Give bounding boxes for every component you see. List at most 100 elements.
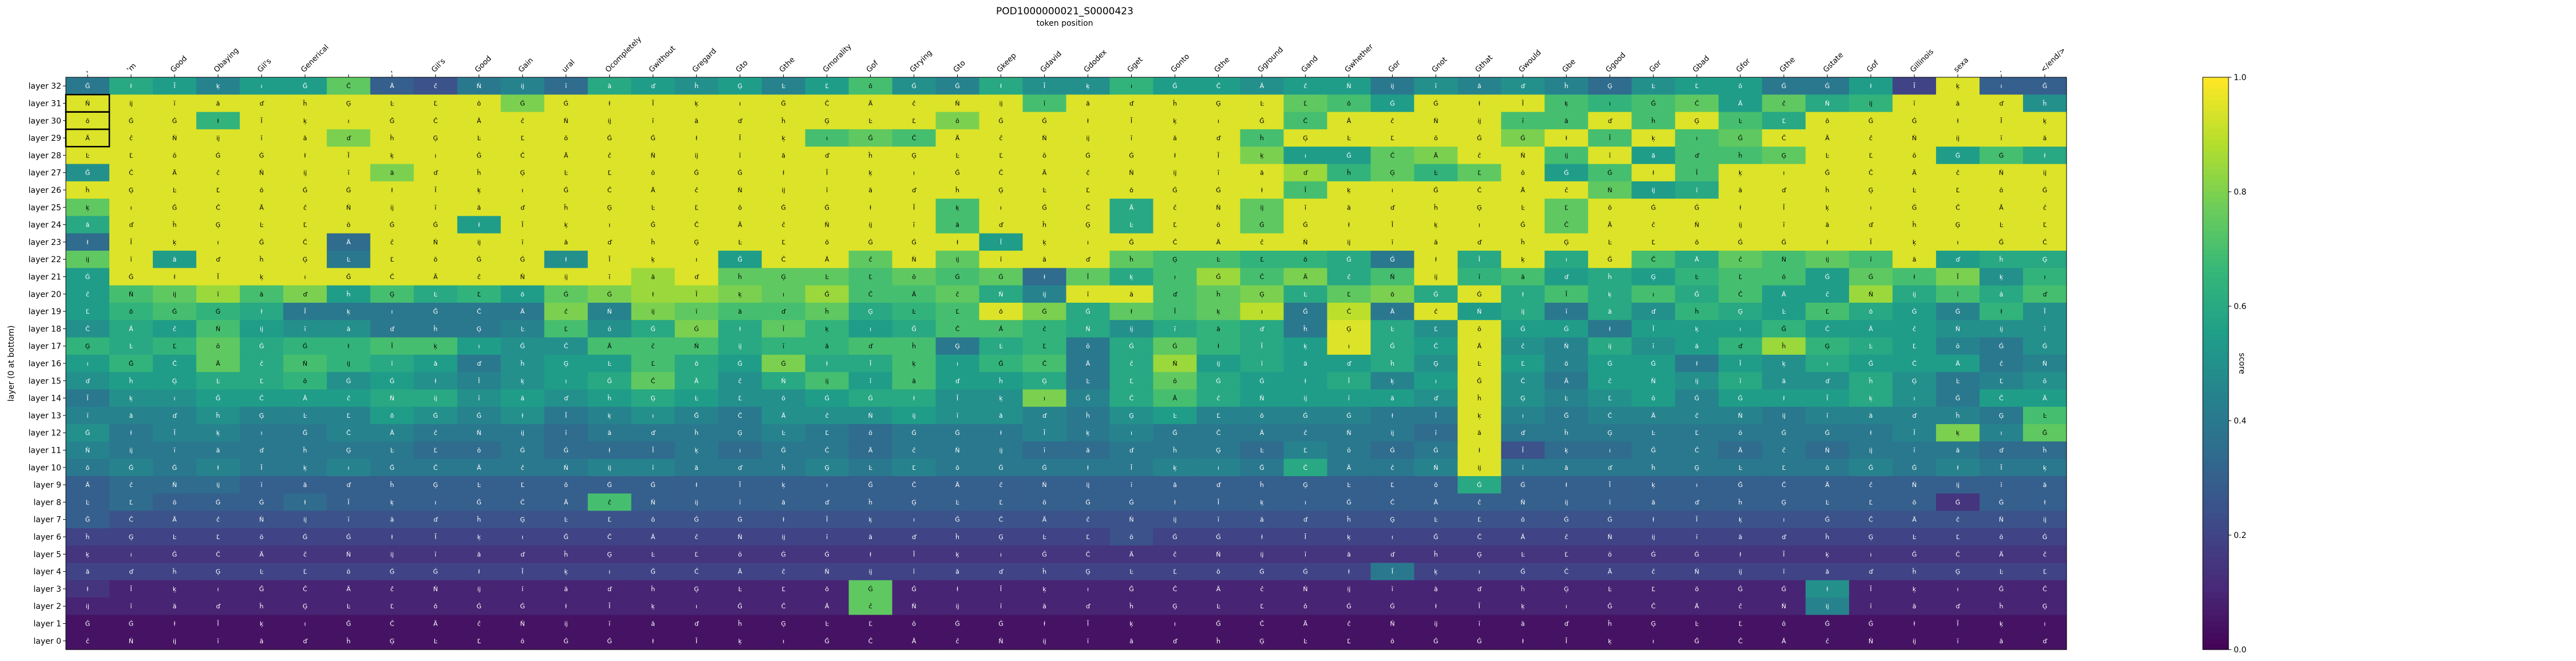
heatmap-cell [1109, 164, 1154, 182]
cell-token-label: ă [2000, 638, 2004, 645]
cell-token-label: Ġ [781, 551, 786, 558]
cell-token-label: ı [521, 187, 523, 194]
cell-token-label: Ń [1781, 603, 1786, 610]
heatmap-cell [1501, 320, 1545, 338]
cell-token-label: Ľ [1956, 187, 1960, 194]
x-tick-label: Gdavid [1039, 50, 1064, 74]
heatmap-cell [631, 216, 675, 234]
cell-token-label: Ń [390, 395, 394, 402]
cell-token-label: ķ [1477, 412, 1481, 419]
heatmap-cell [500, 233, 545, 251]
cell-token-label: ķ [868, 169, 872, 177]
cell-token-label: ĉ [1826, 638, 1829, 645]
cell-token-label: ı [1957, 239, 1959, 246]
cell-token-label: Ĩ [1913, 82, 1915, 90]
cell-token-label: ă [2000, 291, 2004, 298]
heatmap-cell [283, 320, 327, 338]
chart-title: POD1000000021_S0000423 [996, 6, 1133, 17]
x-tick-label: Gbe [1560, 58, 1577, 74]
cell-token-label: Ġ [303, 187, 308, 194]
cell-token-label: Ŀ [608, 360, 612, 367]
heatmap-cell [1631, 199, 1676, 217]
heatmap-cell [1066, 216, 1111, 234]
cell-token-label: Ľ [1739, 620, 1743, 628]
colorbar-segment [2203, 575, 2229, 581]
colorbar-segment [2203, 541, 2229, 547]
cell-token-label: ă [260, 638, 264, 645]
cell-token-label: Ä [129, 325, 133, 333]
cell-token-label: ķ [434, 343, 438, 350]
cell-token-label: ķ [1564, 100, 1568, 107]
cell-token-label: ĥ [1999, 603, 2004, 610]
heatmap-cells [66, 77, 2067, 650]
heatmap-cell [196, 147, 240, 165]
heatmap-cell [979, 216, 1024, 234]
heatmap-cell [370, 233, 414, 251]
cell-token-label: Ľ [1260, 256, 1264, 263]
cell-token-label: Ń [651, 152, 655, 159]
cell-token-label: Ĩ [608, 603, 611, 610]
cell-token-label: ĥ [737, 273, 742, 280]
x-tick-label: Ocompletely [604, 35, 643, 74]
heatmap-cell [1501, 147, 1545, 165]
cell-token-label: Ġ [303, 533, 308, 541]
cell-token-label: ă [1477, 429, 1481, 437]
cell-token-label: Ŀ [1260, 447, 1264, 454]
cell-token-label: ı [434, 152, 436, 159]
cell-token-label: ă [1913, 256, 1917, 263]
cell-token-label: Ĩ [1913, 429, 1915, 437]
cell-token-label: Ĉ [129, 169, 133, 177]
cell-token-label: Ģ [390, 291, 395, 298]
heatmap-cell [631, 129, 675, 147]
heatmap-cell [413, 268, 458, 286]
cell-token-label: Ģ [911, 152, 916, 159]
cell-token-label: Ľ [2043, 221, 2047, 229]
cell-token-label: ō [1390, 638, 1394, 645]
cell-token-label: ō [1608, 204, 1612, 211]
colorbar-segment [2203, 501, 2229, 507]
cell-token-label: ĥ [1346, 169, 1351, 177]
heatmap-cell [1762, 164, 1806, 182]
cell-token-label: Ġ [1390, 256, 1395, 263]
heatmap-cell [1327, 164, 1371, 182]
cell-token-label: ĳ [2043, 169, 2046, 177]
cell-token-label: ķ [694, 447, 698, 454]
cell-token-label: ă [1216, 325, 1220, 333]
heatmap-cell [152, 129, 197, 147]
cell-token-label: ă [216, 447, 220, 454]
heatmap-cell [239, 233, 284, 251]
heatmap-cell [761, 268, 806, 286]
cell-token-label: ı [1305, 498, 1306, 506]
heatmap-cell [848, 181, 893, 199]
cell-token-label: ĉ [1869, 481, 1872, 489]
colorbar-segment [2203, 152, 2229, 158]
heatmap-cell [2023, 94, 2067, 113]
heatmap-cell [1762, 77, 1806, 95]
cell-token-label: Ġ [1912, 464, 1917, 472]
cell-token-label: ı [1131, 82, 1132, 90]
cell-token-label: ĉ [956, 638, 959, 645]
cell-token-label: ı [1479, 568, 1480, 576]
cell-token-label: Ń [781, 377, 786, 385]
cell-token-label: ĥ [1520, 239, 1525, 246]
cell-token-label: Ĝ [1825, 516, 1830, 524]
heatmap-cell [1544, 147, 1589, 165]
heatmap-cell [2023, 181, 2067, 199]
heatmap-cell [1283, 320, 1327, 338]
heatmap-cell [1675, 199, 1719, 217]
cell-token-label: Ľ [1869, 498, 1873, 506]
cell-token-label: Ĝ [303, 82, 308, 90]
heatmap-cell [1414, 233, 1458, 251]
cell-token-label: Ĉ [1042, 360, 1047, 367]
heatmap-cell [587, 233, 632, 251]
heatmap-cell [1327, 320, 1371, 338]
cell-token-label: ĳ [86, 256, 89, 263]
cell-token-label: Ġ [607, 134, 612, 142]
heatmap-cell [1631, 320, 1676, 338]
cell-token-label: ķ [86, 204, 90, 211]
heatmap-cell [1544, 77, 1589, 95]
cell-token-label: Ġ [1912, 308, 1917, 315]
heatmap-cell [848, 164, 893, 182]
heatmap-cell [1675, 164, 1719, 182]
colorbar-segment [2203, 512, 2229, 518]
